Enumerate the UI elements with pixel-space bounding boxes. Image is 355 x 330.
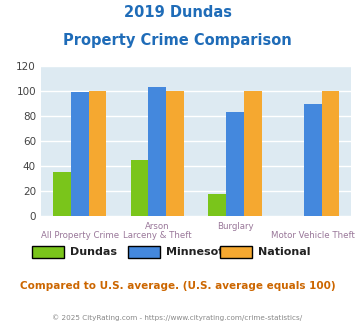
Bar [148, 87, 166, 216]
Text: Dundas: Dundas [70, 248, 117, 257]
Text: Burglary: Burglary [217, 222, 253, 231]
Bar [322, 91, 339, 216]
Text: 2019 Dundas: 2019 Dundas [124, 5, 231, 20]
Text: Larceny & Theft: Larceny & Theft [123, 231, 192, 240]
Bar [244, 91, 262, 216]
Bar [131, 160, 148, 216]
Text: All Property Crime: All Property Crime [40, 231, 119, 240]
Bar [89, 91, 106, 216]
Text: National: National [258, 248, 311, 257]
Bar [166, 91, 184, 216]
Bar [304, 104, 322, 216]
Bar [53, 172, 71, 216]
Text: Property Crime Comparison: Property Crime Comparison [63, 33, 292, 48]
Text: Minnesota: Minnesota [166, 248, 231, 257]
Text: Compared to U.S. average. (U.S. average equals 100): Compared to U.S. average. (U.S. average … [20, 281, 335, 291]
Bar [208, 194, 226, 216]
Text: Motor Vehicle Theft: Motor Vehicle Theft [271, 231, 355, 240]
Bar [226, 112, 244, 216]
Bar [71, 92, 89, 216]
Text: Arson: Arson [145, 222, 170, 231]
Text: © 2025 CityRating.com - https://www.cityrating.com/crime-statistics/: © 2025 CityRating.com - https://www.city… [53, 314, 302, 321]
